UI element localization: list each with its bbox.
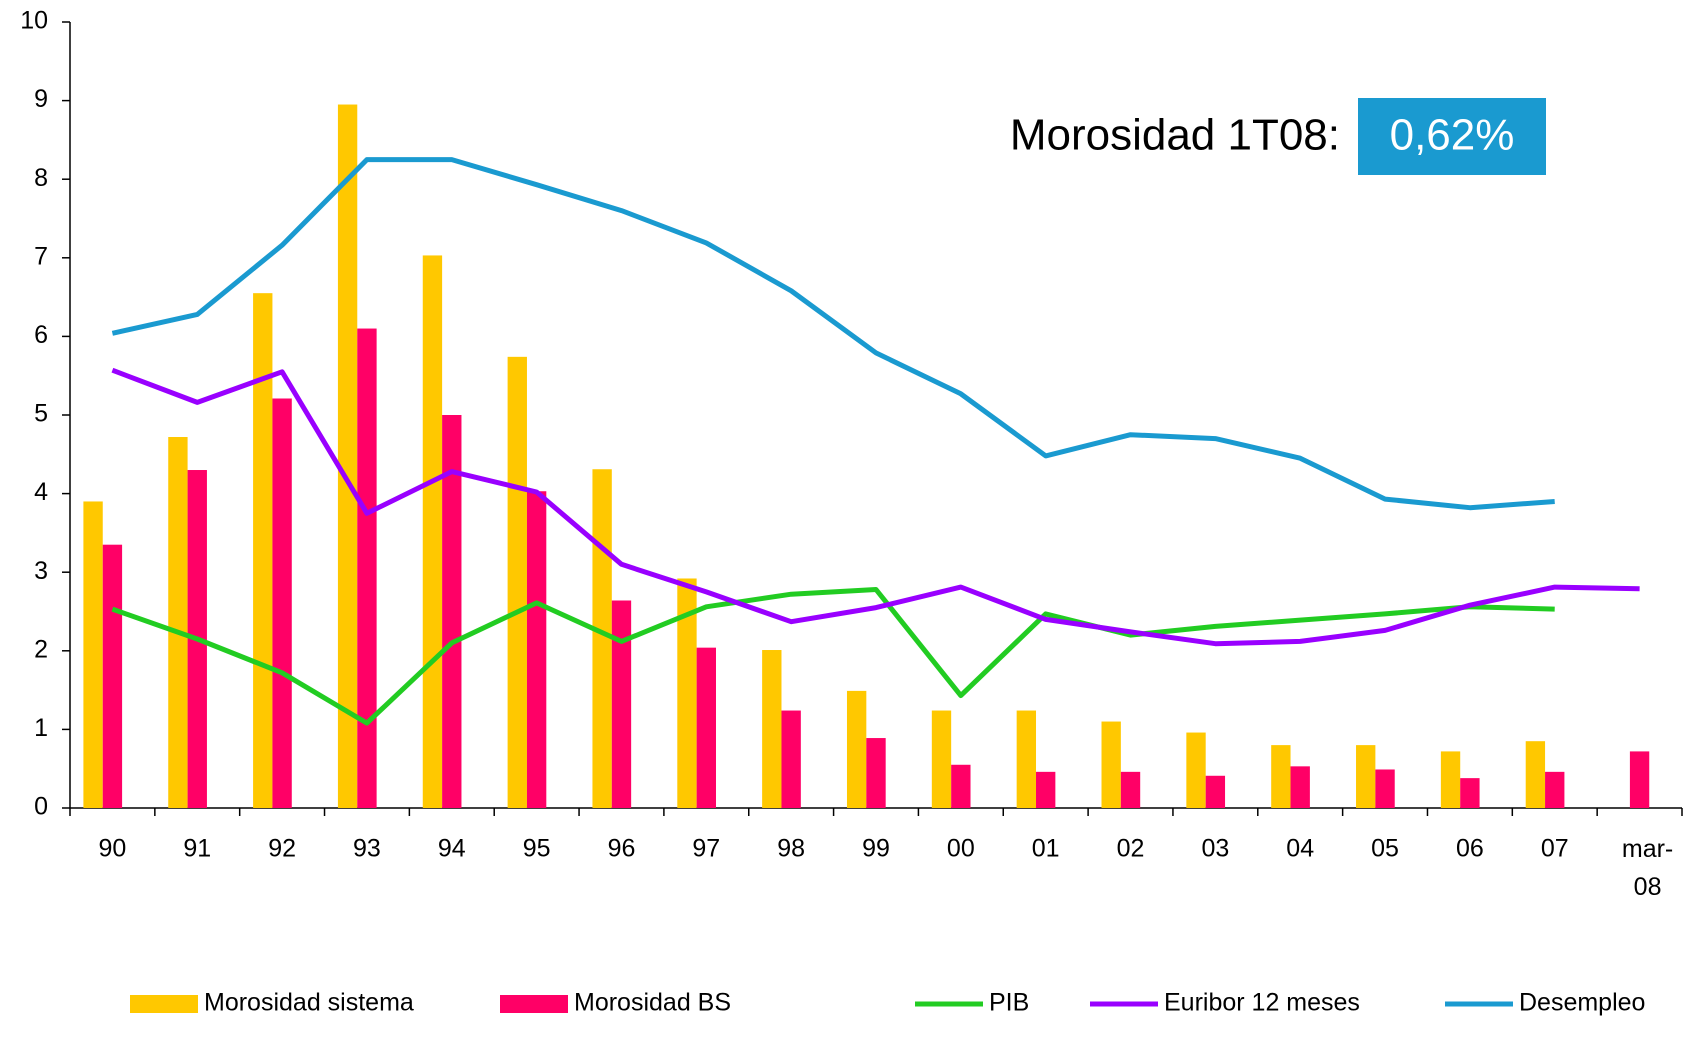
bar: [1120, 771, 1141, 808]
x-tick-label: 92: [268, 835, 296, 863]
y-tick-label: 4: [34, 478, 48, 506]
bar: [781, 710, 801, 808]
bar: [1290, 766, 1310, 808]
legend-swatch: [500, 995, 568, 1013]
bar: [1460, 778, 1480, 808]
x-tick-label: 05: [1371, 835, 1399, 863]
bar: [846, 690, 867, 808]
y-tick-label: 6: [34, 321, 48, 349]
x-tick-label: 95: [523, 835, 551, 863]
x-tick-label: 90: [99, 835, 127, 863]
legend-label: Euribor 12 meses: [1164, 989, 1360, 1017]
legend-label: Desempleo: [1519, 989, 1645, 1017]
bar: [866, 738, 886, 808]
bar: [1545, 771, 1565, 808]
bar: [1101, 721, 1121, 808]
annotation-value: 0,62%: [1390, 111, 1515, 160]
y-tick-label: 5: [34, 400, 48, 428]
bar: [102, 544, 123, 808]
y-tick-label: 9: [34, 85, 48, 113]
x-tick-label: 91: [183, 835, 211, 863]
x-tick-label: 93: [353, 835, 381, 863]
y-tick-label: 10: [20, 7, 48, 35]
line: [111, 587, 1555, 726]
x-tick-label: 97: [692, 835, 720, 863]
bar: [1440, 751, 1461, 808]
bar: [1186, 732, 1206, 808]
bar: [1016, 710, 1037, 808]
bar: [1271, 745, 1291, 808]
bar: [272, 398, 292, 808]
bar: [526, 491, 547, 808]
x-tick-label: 99: [862, 835, 890, 863]
annotation-box: [1358, 98, 1546, 175]
x-tick-label: 03: [1201, 835, 1229, 863]
y-tick-label: 1: [34, 714, 48, 742]
x-tick-label: 06: [1456, 835, 1484, 863]
bar: [1525, 741, 1546, 808]
legend-label: PIB: [989, 989, 1029, 1017]
x-tick-label: 00: [947, 835, 975, 863]
x-tick-label: 98: [777, 835, 805, 863]
line: [111, 157, 1555, 511]
bar: [696, 647, 716, 808]
y-tick-label: 7: [34, 242, 48, 270]
x-tick-label-line: mar-: [1622, 835, 1673, 863]
y-tick-label: 0: [34, 793, 48, 821]
bar: [507, 356, 527, 808]
bar: [592, 469, 612, 808]
bar: [762, 650, 782, 808]
x-tick-label: 94: [438, 835, 466, 863]
bar: [422, 255, 443, 808]
bar: [1205, 775, 1226, 808]
x-tick-label: mar- 08: [1622, 835, 1673, 901]
legend-label: Morosidad BS: [574, 989, 731, 1017]
bar: [442, 415, 462, 808]
bar: [1629, 751, 1650, 808]
bar: [1356, 745, 1376, 808]
bar: [1375, 769, 1395, 808]
bar: [83, 501, 103, 808]
bar: [611, 600, 632, 808]
bar: [253, 293, 273, 808]
bar: [337, 104, 358, 808]
bar: [931, 710, 952, 808]
y-tick-label: 8: [34, 164, 48, 192]
bar: [168, 437, 188, 808]
x-tick-label: 04: [1286, 835, 1314, 863]
x-tick-label: 02: [1117, 835, 1145, 863]
line: [111, 367, 1640, 647]
x-tick-label: 96: [608, 835, 636, 863]
x-tick-label: 07: [1541, 835, 1569, 863]
bar: [951, 764, 971, 808]
bar: [357, 328, 377, 808]
annotation-text: Morosidad 1T08:: [1010, 111, 1340, 160]
y-tick-label: 3: [34, 557, 48, 585]
bar: [1036, 771, 1056, 808]
legend-label: Morosidad sistema: [204, 989, 414, 1017]
legend-swatch: [130, 995, 198, 1013]
bar: [677, 578, 697, 808]
x-tick-label: 01: [1032, 835, 1060, 863]
x-tick-label-line: 08: [1634, 873, 1662, 901]
y-tick-label: 2: [34, 635, 48, 663]
